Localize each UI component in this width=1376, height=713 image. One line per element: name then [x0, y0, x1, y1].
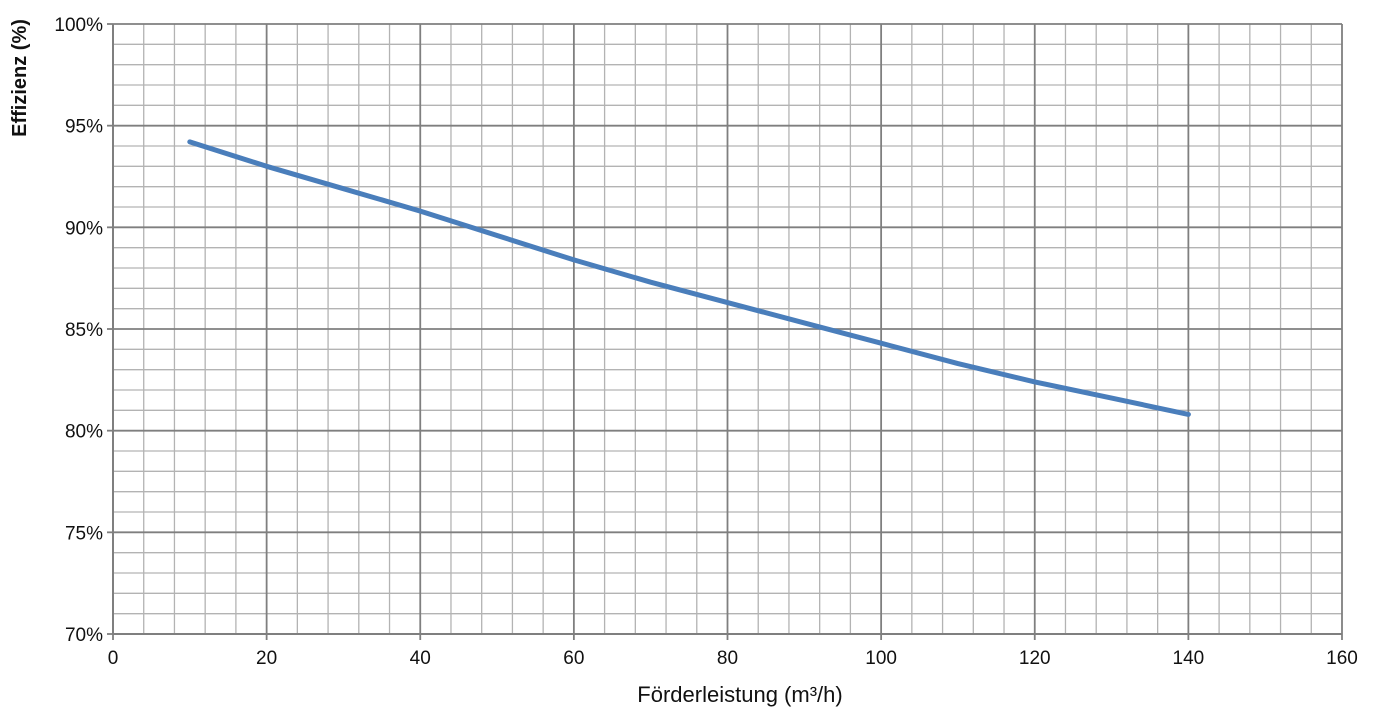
y-tick-label: 100%: [54, 15, 103, 36]
y-axis-title: Effizienz (%): [9, 19, 31, 137]
y-tick-label: 85%: [65, 320, 103, 341]
series-line-1: [187, 139, 1191, 417]
y-tick-label: 80%: [65, 422, 103, 443]
y-tick-label: 95%: [65, 117, 103, 138]
x-tick-label: 20: [256, 648, 277, 669]
x-tick-label: 160: [1326, 648, 1358, 669]
x-tick-label: 140: [1173, 648, 1205, 669]
x-tick-label: 100: [865, 648, 897, 669]
x-tick-label: 40: [410, 648, 431, 669]
y-tick-label: 90%: [65, 218, 103, 239]
x-tick-label: 60: [563, 648, 584, 669]
y-tick-labels: 70% 75% 80% 85% 90% 95% 100%: [54, 15, 103, 646]
x-tick-label: 80: [717, 648, 738, 669]
x-tick-label: 0: [108, 648, 119, 669]
y-tick-label: 70%: [65, 625, 103, 646]
axes: [107, 23, 1343, 640]
series-layer: [187, 139, 1191, 417]
x-tick-labels: 0 20 40 60 80 100 120 140 160: [108, 648, 1358, 669]
x-axis-title: Förderleistung (m³/h): [637, 682, 842, 707]
y-tick-label: 75%: [65, 523, 103, 544]
x-tick-label: 120: [1019, 648, 1051, 669]
